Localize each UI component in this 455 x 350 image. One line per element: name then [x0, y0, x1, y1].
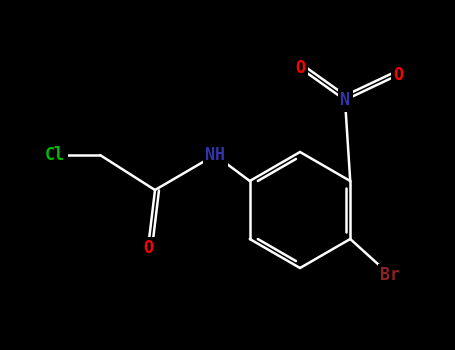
Text: Cl: Cl — [45, 146, 65, 164]
Text: O: O — [143, 239, 153, 257]
Text: O: O — [295, 59, 305, 77]
Text: Br: Br — [380, 266, 400, 284]
Text: NH: NH — [205, 146, 225, 164]
Text: O: O — [393, 66, 403, 84]
Text: N: N — [340, 91, 350, 109]
